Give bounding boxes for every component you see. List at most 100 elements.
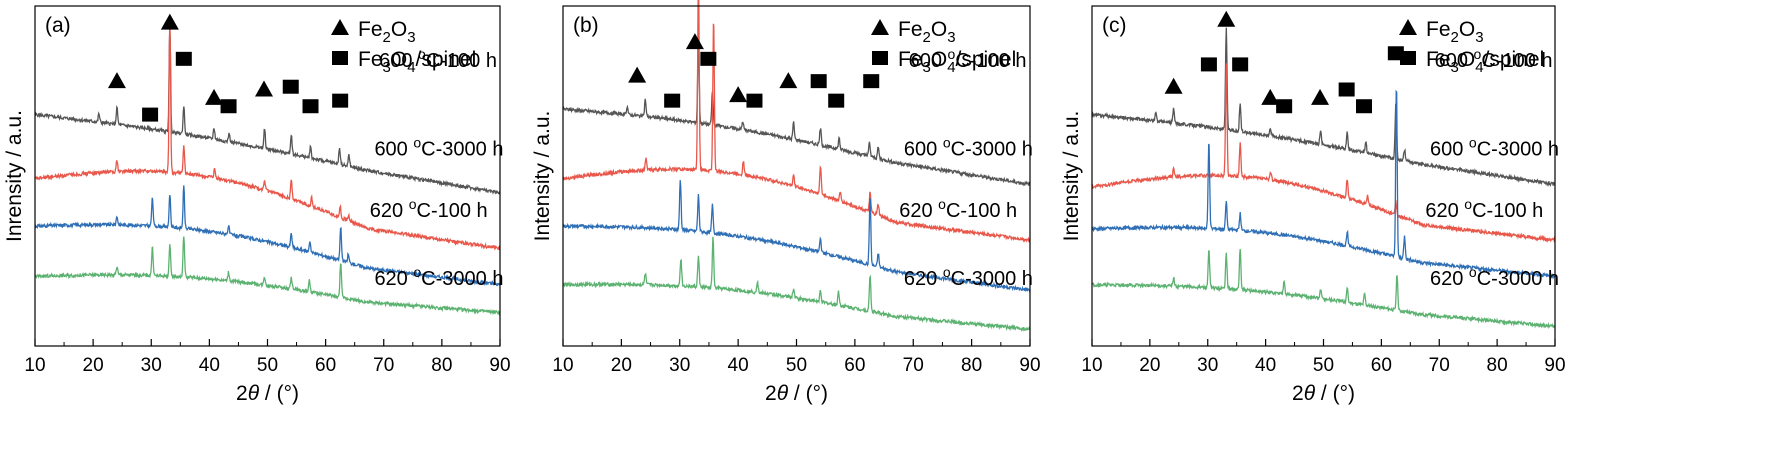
x-tick-label: 60	[315, 355, 336, 376]
series-label: 600 oC-100 h	[1435, 46, 1553, 72]
series-label: 620 oC-3000 h	[374, 264, 503, 290]
triangle-marker	[685, 33, 704, 50]
square-marker	[142, 107, 159, 122]
panel-label: (c)	[1102, 14, 1127, 37]
series-label: 600 oC-3000 h	[1430, 135, 1559, 161]
triangle-marker	[205, 88, 224, 105]
y-axis-label: Intensity / a.u.	[1060, 111, 1083, 242]
series-label: 620 oC-100 h	[1425, 196, 1543, 222]
triangle-marker	[1311, 88, 1330, 105]
series-label: 600 oC-100 h	[379, 46, 497, 72]
triangle-marker	[255, 80, 274, 97]
chart-panel-2: 10 20 30 40 50 60 70 80 90 2θ / (°) Intensity / a.…	[531, 0, 1041, 405]
series-line	[562, 0, 1031, 244]
series-label: 620 oC-100 h	[899, 196, 1017, 222]
series-label: 620 oC-100 h	[370, 196, 488, 222]
square-marker	[175, 51, 192, 66]
panel-label: (a)	[45, 14, 71, 37]
square-marker	[1232, 57, 1249, 72]
square-marker	[302, 99, 319, 114]
square-marker	[332, 93, 349, 108]
panel-label: (b)	[573, 14, 599, 37]
x-tick-label: 50	[1313, 355, 1334, 376]
square-marker	[700, 51, 717, 66]
square-marker	[1338, 82, 1355, 97]
series-line	[1091, 27, 1556, 188]
series-line	[562, 236, 1031, 332]
x-tick-label: 10	[552, 355, 573, 376]
legend-label-fe2o3: Fe2O3	[358, 18, 416, 46]
square-marker	[746, 93, 763, 108]
x-axis-label: 2θ / (°)	[765, 382, 828, 405]
square-marker	[1356, 99, 1373, 114]
triangle-marker	[779, 72, 798, 89]
x-tick-label: 70	[903, 355, 924, 376]
x-tick-label: 10	[24, 355, 45, 376]
x-tick-label: 50	[786, 355, 807, 376]
series-line	[34, 26, 501, 195]
series-line	[562, 40, 1031, 187]
series-label: 600 oC-3000 h	[374, 135, 503, 161]
triangle-marker	[1217, 10, 1236, 27]
square-marker	[664, 93, 681, 108]
triangle-marker	[729, 86, 748, 103]
series-line	[34, 236, 501, 316]
square-marker	[1387, 46, 1404, 61]
x-axis-label: 2θ / (°)	[236, 382, 299, 405]
x-tick-label: 40	[199, 355, 220, 376]
series-label: 600 oC-100 h	[909, 46, 1027, 72]
chart-panel-3: 10 20 30 40 50 60 70 80 90 2θ / (°) Intensity / a.…	[1060, 5, 1566, 405]
series-line	[34, 185, 501, 287]
triangle-marker	[1164, 77, 1183, 94]
triangle-marker	[160, 13, 179, 30]
y-axis-label: Intensity / a.u.	[531, 111, 554, 242]
x-tick-label: 80	[1487, 355, 1508, 376]
x-tick-label: 30	[141, 355, 162, 376]
legend-label-fe3o4: Fe3O4/spinel	[358, 48, 476, 76]
x-tick-label: 90	[489, 355, 510, 376]
x-tick-label: 90	[1019, 355, 1040, 376]
legend-triangle-icon	[1399, 19, 1417, 35]
x-tick-label: 40	[728, 355, 749, 376]
series-line	[1091, 89, 1556, 280]
x-tick-label: 80	[431, 355, 452, 376]
x-tick-label: 30	[1197, 355, 1218, 376]
x-tick-label: 20	[83, 355, 104, 376]
square-marker	[863, 74, 880, 89]
x-tick-label: 90	[1544, 355, 1565, 376]
legend-label-fe2o3: Fe2O3	[898, 18, 956, 46]
x-tick-label: 70	[373, 355, 394, 376]
legend-triangle-icon	[331, 19, 349, 35]
square-marker	[1200, 57, 1217, 72]
x-tick-label: 50	[257, 355, 278, 376]
legend-label-fe2o3: Fe2O3	[1426, 18, 1484, 46]
square-marker	[810, 74, 827, 89]
series-line	[34, 19, 501, 251]
x-tick-label: 40	[1255, 355, 1276, 376]
y-axis-label: Inrensity / a.u.	[3, 110, 26, 242]
square-marker	[828, 93, 845, 108]
x-tick-label: 60	[844, 355, 865, 376]
series-label: 620 oC-3000 h	[1430, 264, 1559, 290]
series-line	[1091, 249, 1556, 330]
x-tick-label: 80	[961, 355, 982, 376]
square-marker	[282, 79, 299, 94]
chart-panel-1: 10 20 30 40 50 60 70 80 90 2θ / (°) Inrensity / a.…	[3, 5, 511, 405]
triangle-marker	[628, 66, 647, 83]
legend-square-icon	[332, 51, 348, 65]
legend-triangle-icon	[871, 19, 889, 35]
legend-square-icon	[872, 51, 888, 65]
series-line	[562, 180, 1031, 293]
series-label: 600 oC-3000 h	[904, 135, 1033, 161]
series-label: 620 oC-3000 h	[904, 264, 1033, 290]
series-line	[1091, 63, 1556, 243]
x-axis-label: 2θ / (°)	[1292, 382, 1355, 405]
triangle-marker	[107, 72, 126, 89]
square-marker	[1276, 99, 1293, 114]
legend-label-fe3o4: Fe3O4/spinel	[1426, 48, 1544, 76]
x-tick-label: 70	[1429, 355, 1450, 376]
legend-square-icon	[1400, 51, 1416, 65]
